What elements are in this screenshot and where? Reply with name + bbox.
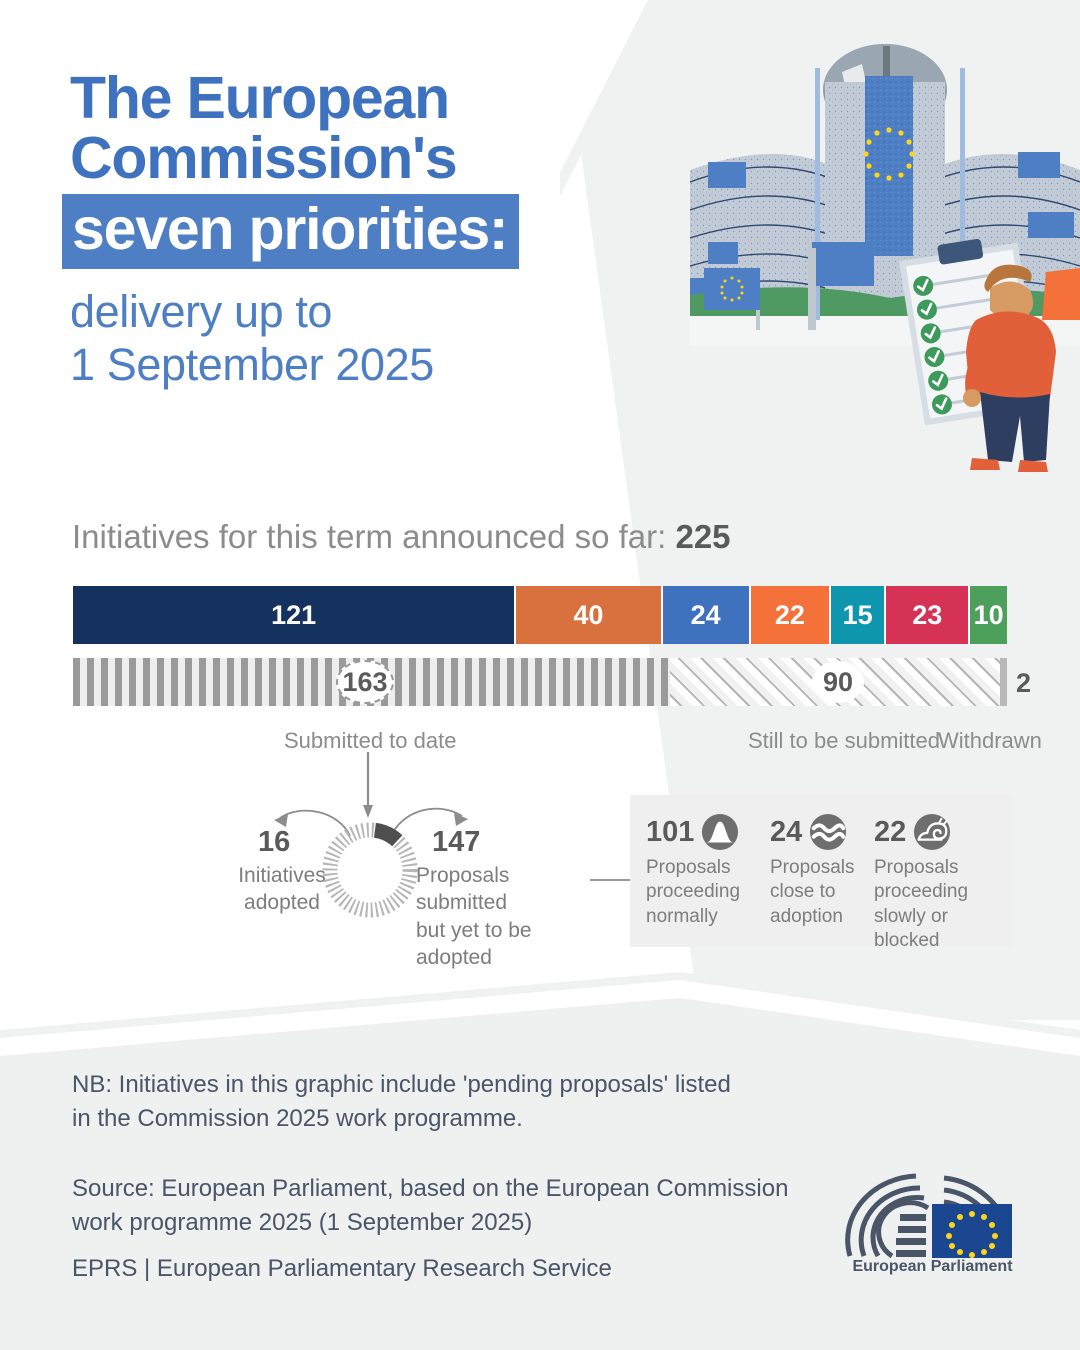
proposal-status-label-line: proceeding xyxy=(646,881,741,903)
bar-segment: 40 xyxy=(516,586,663,644)
adopted-value: 16 xyxy=(258,826,291,858)
title-line-2: Commission's xyxy=(70,125,458,192)
pending-label: Still to be submitted xyxy=(748,728,940,753)
proposal-status-label-line: proceeding xyxy=(874,881,969,903)
stat-header-total: 225 xyxy=(675,518,731,555)
adopted-label: Initiatives adopted xyxy=(227,862,337,917)
page-title: The European Commission's seven prioriti… xyxy=(62,65,710,391)
submitted-label: Submitted to date xyxy=(284,728,457,753)
footnote-source: Source: European Parliament, based on th… xyxy=(72,1172,832,1239)
snail-icon xyxy=(913,813,951,851)
proposal-status-label-line: close to xyxy=(770,881,836,903)
footnote-nb-line2: in the Commission 2025 work programme. xyxy=(72,1104,523,1132)
not-adopted-label: Proposals submitted but yet to be adopte… xyxy=(416,862,596,971)
proposal-status-label: Proposals proceeding slowly or blocked xyxy=(874,856,1012,953)
proposal-status-label: Proposals proceeding normally xyxy=(646,856,740,929)
proposal-status-label-line: Proposals xyxy=(770,857,855,878)
proposal-status-item: 101 Proposals proceeding normally xyxy=(646,813,740,929)
adopted-label-line2: adopted xyxy=(244,891,320,915)
title-highlight: seven priorities: xyxy=(62,194,520,269)
stat-header-text: Initiatives for this term announced so f… xyxy=(72,518,667,555)
donut-chart xyxy=(322,822,418,918)
withdrawn-label: Withdrawn xyxy=(938,728,1042,753)
proposal-status-header: 22 xyxy=(874,813,1012,851)
proposal-status-label-line: Proposals xyxy=(874,857,959,878)
submitted-value: 163 xyxy=(342,666,388,697)
subtitle-line-1: delivery up to xyxy=(70,285,333,337)
proposal-status-label-line: adoption xyxy=(770,905,843,927)
proposal-status-panel: 101 Proposals proceeding normally 24 Proposal… xyxy=(630,795,1012,951)
proposal-status-label-line: normally xyxy=(646,905,718,927)
pending-value: 90 xyxy=(822,666,854,697)
not-adopted-label-line2: but yet to be adopted xyxy=(416,918,532,969)
not-adopted-label-line1: Proposals submitted xyxy=(416,864,510,915)
proposal-status-header: 101 xyxy=(646,813,740,851)
priorities-bar: 121 40 24 22 15 23 10 xyxy=(73,586,1007,644)
european-parliament-logo-text: European Parliament xyxy=(852,1258,1013,1275)
bar-segment: 23 xyxy=(886,586,971,644)
submitted-badge: 163 xyxy=(336,660,394,704)
adopted-label-line1: Initiatives xyxy=(238,864,326,887)
bar-segment: 10 xyxy=(970,586,1007,644)
pending-badge: 90 xyxy=(812,661,864,703)
stat-header: Initiatives for this term announced so f… xyxy=(72,518,731,556)
proposal-status-label-line: Proposals xyxy=(646,857,731,878)
berlaymont-illustration xyxy=(690,44,1080,472)
proposal-status-item: 24 Proposals close to adoption xyxy=(770,813,855,929)
subtitle-line-2: 1 September 2025 xyxy=(70,338,434,390)
proposal-status-label: Proposals close to adoption xyxy=(770,856,855,929)
footer-background xyxy=(0,972,1080,1350)
proposal-status-header: 24 xyxy=(770,813,855,851)
bar-segment: 121 xyxy=(73,586,517,644)
footnote-source-line2: work programme 2025 (1 September 2025) xyxy=(72,1208,533,1236)
status-band xyxy=(73,658,1007,706)
footnote-nb-line1: NB: Initiatives in this graphic include … xyxy=(72,1071,731,1098)
withdrawn-value: 2 xyxy=(1016,668,1032,698)
proposal-status-value: 24 xyxy=(770,815,803,848)
proposal-status-value: 22 xyxy=(874,815,907,848)
proposal-status-value: 101 xyxy=(646,815,695,848)
bar-segment: 22 xyxy=(750,586,832,644)
title-line-1: The European xyxy=(70,65,450,131)
footnote-nb: NB: Initiatives in this graphic include … xyxy=(72,1068,832,1135)
footnote-eprs: EPRS | European Parliamentary Research S… xyxy=(72,1255,612,1282)
not-adopted-value: 147 xyxy=(432,826,481,858)
proposal-status-item: 22 Proposals proceeding slowly or blocked xyxy=(874,813,1012,953)
withdrawn-solid xyxy=(999,658,1007,706)
bar-segment: 15 xyxy=(831,586,887,644)
bell-curve-icon xyxy=(701,813,739,851)
bar-segment: 24 xyxy=(662,586,751,644)
wave-icon xyxy=(809,813,847,851)
proposal-status-label-line: slowly or blocked xyxy=(874,905,948,951)
footnote-source-line1: Source: European Parliament, based on th… xyxy=(72,1175,789,1202)
